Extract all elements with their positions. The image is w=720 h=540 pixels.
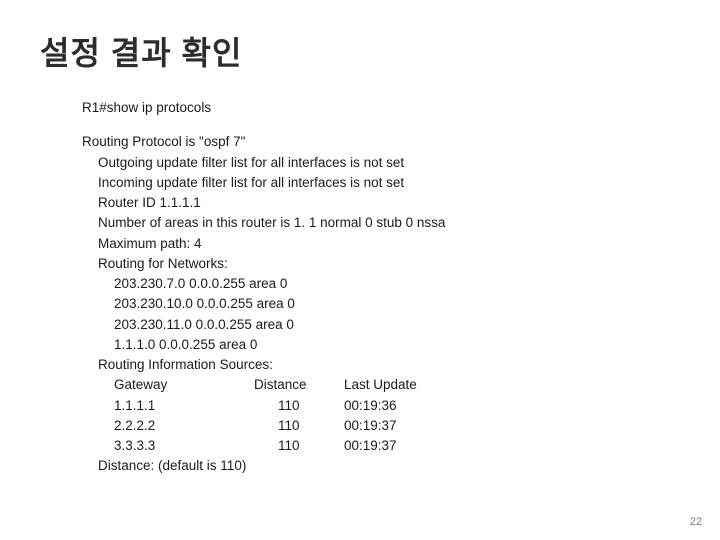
header-last-update: Last Update xyxy=(344,375,464,395)
output-line: 203.230.11.0 0.0.0.255 area 0 xyxy=(82,315,720,335)
output-line: Routing Information Sources: xyxy=(82,355,720,375)
content-block: R1#show ip protocols Routing Protocol is… xyxy=(0,74,720,477)
table-header: Gateway Distance Last Update xyxy=(82,375,720,395)
output-line: Routing for Networks: xyxy=(82,254,720,274)
cell-distance: 110 xyxy=(254,416,344,436)
cell-last-update: 00:19:37 xyxy=(344,416,464,436)
cell-last-update: 00:19:36 xyxy=(344,396,464,416)
table-row: 2.2.2.2 110 00:19:37 xyxy=(82,416,720,436)
output-line: 1.1.1.0 0.0.0.255 area 0 xyxy=(82,335,720,355)
cell-gateway: 2.2.2.2 xyxy=(114,416,254,436)
table-row: 3.3.3.3 110 00:19:37 xyxy=(82,436,720,456)
output-line: Distance: (default is 110) xyxy=(82,456,720,476)
output-line: Maximum path: 4 xyxy=(82,234,720,254)
output-line: Number of areas in this router is 1. 1 n… xyxy=(82,213,720,233)
output-line: 203.230.10.0 0.0.0.255 area 0 xyxy=(82,294,720,314)
header-distance: Distance xyxy=(254,375,344,395)
slide-title: 설정 결과 확인 xyxy=(0,0,720,74)
output-line: Router ID 1.1.1.1 xyxy=(82,193,720,213)
table-row: 1.1.1.1 110 00:19:36 xyxy=(82,396,720,416)
cell-gateway: 1.1.1.1 xyxy=(114,396,254,416)
cell-gateway: 3.3.3.3 xyxy=(114,436,254,456)
output-line: 203.230.7.0 0.0.0.255 area 0 xyxy=(82,274,720,294)
output-line: Outgoing update filter list for all inte… xyxy=(82,153,720,173)
cell-distance: 110 xyxy=(254,436,344,456)
header-gateway: Gateway xyxy=(114,375,254,395)
output-line: Routing Protocol is "ospf 7" xyxy=(82,132,720,152)
output-line: Incoming update filter list for all inte… xyxy=(82,173,720,193)
page-number: 22 xyxy=(690,516,702,528)
cell-last-update: 00:19:37 xyxy=(344,436,464,456)
command-line: R1#show ip protocols xyxy=(82,98,720,118)
cell-distance: 110 xyxy=(254,396,344,416)
